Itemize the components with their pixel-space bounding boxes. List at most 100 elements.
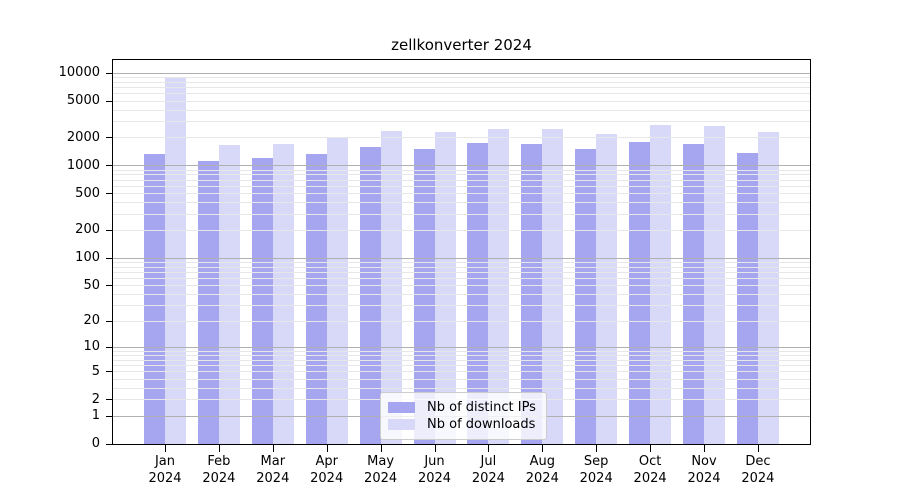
- y-tick-label: 10: [83, 339, 100, 355]
- gridline-minor: [113, 93, 810, 95]
- gridline-minor: [113, 277, 810, 279]
- plot-area: [112, 59, 811, 445]
- y-tick-label: 10000: [58, 65, 100, 81]
- bar-distinct-ips: [575, 148, 597, 444]
- gridline-minor: [113, 229, 810, 231]
- x-tick-label-month: Dec: [745, 454, 771, 469]
- bar-downloads: [650, 125, 672, 444]
- y-tick-label: 200: [75, 222, 100, 238]
- gridline-minor: [113, 202, 810, 204]
- bar-distinct-ips: [467, 143, 489, 444]
- x-tick-label: Jul 2024: [448, 453, 528, 487]
- y-axis-tick: [106, 137, 113, 139]
- x-tick-label-year: 2024: [364, 471, 398, 486]
- gridline-minor: [113, 169, 810, 171]
- x-tick-label: Oct 2024: [610, 453, 690, 487]
- x-tick-label: Aug 2024: [502, 453, 582, 487]
- x-axis-tick: [218, 445, 220, 452]
- x-tick-label-year: 2024: [256, 471, 290, 486]
- y-axis-tick: [106, 285, 113, 287]
- gridline-minor: [113, 293, 810, 295]
- x-tick-label: Dec 2024: [718, 453, 798, 487]
- bar-distinct-ips: [251, 158, 273, 444]
- gridline-minor: [113, 378, 810, 380]
- legend-item: Nb of downloads: [388, 417, 536, 432]
- bar-downloads: [704, 126, 725, 444]
- gridline-minor: [113, 285, 810, 287]
- x-tick-label-month: Oct: [638, 454, 662, 469]
- legend: Nb of distinct IPs Nb of downloads: [380, 392, 547, 440]
- x-tick-label-year: 2024: [579, 471, 613, 486]
- gridline-major: [113, 72, 810, 74]
- x-tick-label-month: Jun: [424, 454, 445, 469]
- x-axis-tick: [704, 445, 705, 452]
- gridline-major: [113, 346, 810, 348]
- bar-distinct-ips: [413, 149, 435, 444]
- y-axis-tick: [106, 229, 113, 231]
- chart-title: zellkonverter 2024: [391, 36, 532, 54]
- x-tick-label-year: 2024: [525, 471, 559, 486]
- bar-distinct-ips: [736, 152, 758, 444]
- bar-downloads: [272, 143, 294, 444]
- gridline-minor: [113, 305, 810, 307]
- gridline-minor: [113, 87, 810, 89]
- y-axis-tick: [106, 72, 113, 74]
- y-axis-tick: [106, 399, 113, 401]
- y-tick-label: 2: [91, 391, 100, 407]
- gridline-major: [113, 165, 810, 167]
- x-tick-label-year: 2024: [202, 471, 236, 486]
- x-axis-tick: [434, 445, 436, 452]
- x-axis-tick: [272, 445, 274, 452]
- x-tick-label-year: 2024: [687, 471, 721, 486]
- gridline-minor: [113, 261, 810, 263]
- bar-distinct-ips: [629, 142, 651, 444]
- y-axis-tick: [106, 443, 113, 445]
- y-tick-label: 2000: [66, 129, 100, 145]
- gridline-minor: [113, 193, 810, 195]
- y-axis-tick: [106, 371, 113, 373]
- gridline-minor: [113, 179, 810, 181]
- y-axis-tick: [106, 165, 113, 167]
- bar-distinct-ips: [305, 153, 327, 444]
- x-tick-label-month: Aug: [529, 454, 555, 469]
- x-axis-tick: [326, 445, 328, 452]
- y-axis-tick: [106, 100, 113, 102]
- gridline-minor: [113, 266, 810, 268]
- x-tick-label-year: 2024: [310, 471, 344, 486]
- x-tick-label: Sep 2024: [556, 453, 636, 487]
- y-axis-tick: [106, 346, 113, 348]
- x-tick-label-month: Feb: [207, 454, 231, 469]
- gridline-minor: [113, 387, 810, 389]
- bar-distinct-ips: [359, 147, 381, 444]
- x-tick-label-year: 2024: [148, 471, 182, 486]
- x-tick-label: Jan 2024: [125, 453, 205, 487]
- gridline-minor: [113, 355, 810, 357]
- y-tick-label: 5: [91, 363, 100, 379]
- gridline-minor: [113, 137, 810, 139]
- bar-distinct-ips: [197, 161, 219, 444]
- x-tick-label: Jun 2024: [395, 453, 475, 487]
- y-axis-tick: [106, 320, 113, 322]
- x-tick-label: Feb 2024: [179, 453, 259, 487]
- x-tick-label-month: Jul: [480, 454, 497, 469]
- legend-label: Nb of downloads: [427, 417, 536, 432]
- gridline-minor: [113, 109, 810, 111]
- gridline-minor: [113, 350, 810, 352]
- x-tick-label: Nov 2024: [664, 453, 744, 487]
- legend-swatch-distinct-ips: [388, 402, 415, 413]
- x-axis-tick: [542, 445, 544, 452]
- y-tick-label: 100: [75, 250, 100, 266]
- plot-inner: [113, 60, 810, 444]
- gridline-minor: [113, 271, 810, 273]
- x-axis-tick: [165, 445, 166, 452]
- y-tick-label: 20: [83, 313, 100, 329]
- legend-item: Nb of distinct IPs: [388, 400, 536, 415]
- gridline-minor: [113, 121, 810, 123]
- x-tick-label-month: Jan: [154, 454, 176, 469]
- x-tick-label: May 2024: [341, 453, 421, 487]
- y-tick-label: 5000: [66, 93, 100, 109]
- x-tick-label: Apr 2024: [287, 453, 367, 487]
- gridline-minor: [113, 359, 810, 361]
- x-tick-label-year: 2024: [741, 471, 775, 486]
